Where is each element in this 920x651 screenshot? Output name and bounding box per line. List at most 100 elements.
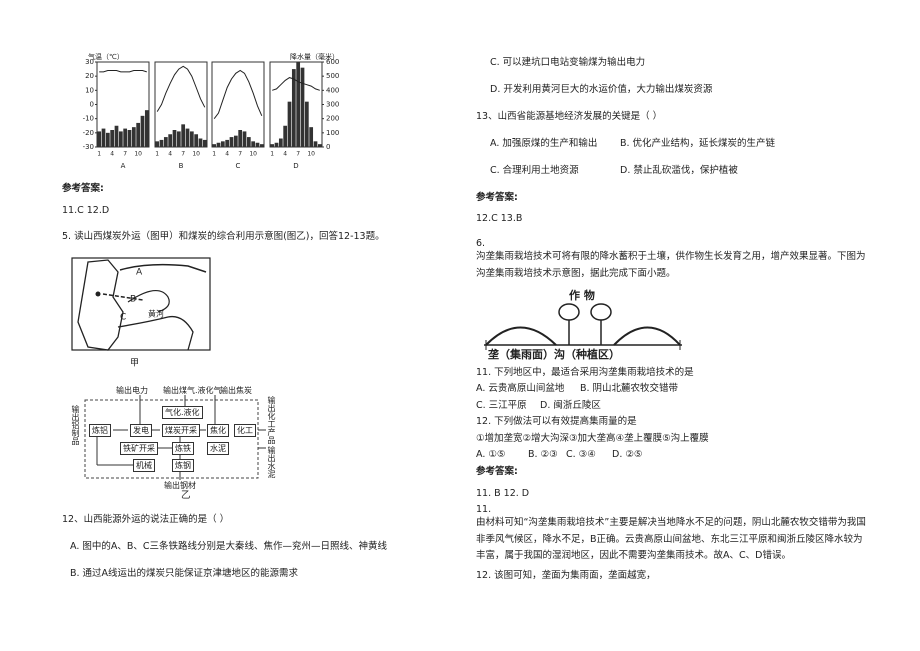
- axis-label: 气温（℃）: [88, 52, 124, 61]
- flow-box: 炼钢: [172, 459, 194, 472]
- city: [95, 291, 101, 297]
- precip-bar: [246, 137, 251, 147]
- answer-heading: 参考答案:: [62, 183, 104, 194]
- map-label: 黄河: [148, 309, 164, 319]
- precip-bar: [202, 139, 207, 147]
- flow-box: 水泥: [207, 442, 229, 455]
- y-tick-label: 0: [90, 101, 94, 109]
- ridge: [613, 326, 681, 346]
- panel-frame: [96, 61, 150, 148]
- x-tick-label: 10: [192, 151, 200, 158]
- precip-bar: [242, 131, 247, 147]
- option: C. 合理利用土地资源: [490, 165, 579, 176]
- flow-output: 输出焦炭: [220, 386, 252, 395]
- rail-a: [119, 263, 207, 273]
- option: B. 通过A线运出的煤炭只能保证京津塘地区的能源需求: [70, 568, 299, 579]
- precip-bar: [296, 62, 301, 147]
- option: A. 云贵高原山间盆地: [476, 383, 565, 394]
- precip-bar: [140, 115, 145, 147]
- plant: [558, 303, 580, 321]
- precip-bar: [229, 137, 234, 147]
- temp-line: [272, 77, 320, 91]
- climate-figure: 气温（℃） 降水量（毫米）3020100-10-20-30600500400300…: [83, 52, 340, 170]
- axis-label: 降水量（毫米）: [290, 52, 339, 61]
- panel-label: D: [293, 162, 298, 170]
- answer-heading: 参考答案:: [476, 466, 518, 477]
- question: 5. 读山西煤炭外运（图甲）和煤炭的综合利用示意图(图乙)，回答12-13题。: [62, 231, 385, 242]
- question: 12、山西能源外运的说法正确的是（ ）: [62, 514, 230, 525]
- precip-bar: [123, 128, 128, 147]
- temp-line: [99, 70, 147, 73]
- map-caption: 甲: [130, 358, 139, 369]
- explanation: 由材料可知“沟垄集雨栽培技术”主要是解决当地降水不足的问题，阴山北麓农牧交错带为…: [476, 517, 866, 561]
- precip-bar: [274, 142, 279, 147]
- y-tick-label: -10: [83, 115, 94, 123]
- x-tick-label: 10: [134, 151, 142, 158]
- question: 13、山西省能源基地经济发展的关键是（ ）: [476, 111, 663, 122]
- map-label: C: [120, 313, 126, 323]
- x-tick-label: 7: [123, 151, 127, 158]
- province-outline: [77, 259, 124, 351]
- precip-bar: [251, 141, 256, 147]
- flow-box: 煤炭开采: [162, 424, 200, 437]
- question-text: 沟垄集雨栽培技术可将有限的降水蓄积于土壤，供作物生长发育之用，增产效果显著。下图…: [476, 251, 866, 279]
- flow-box: 气化.液化: [162, 406, 203, 419]
- map-figure: A B C 黄河 甲: [71, 257, 211, 369]
- x-tick-label: 10: [249, 151, 257, 158]
- flow-caption: 乙: [181, 490, 191, 501]
- precip-bar: [255, 142, 260, 147]
- ridge: [485, 326, 557, 346]
- precip-bar: [300, 67, 305, 147]
- precip-bar: [309, 127, 314, 147]
- panel-label: C: [236, 162, 241, 170]
- x-tick-label: 7: [296, 151, 300, 158]
- precip-bar: [105, 132, 110, 147]
- precip-bar: [172, 130, 177, 147]
- temp-line: [156, 65, 206, 112]
- x-tick-label: 1: [97, 151, 101, 158]
- option: B. ②③: [528, 449, 558, 460]
- y-tick-label: 30: [85, 58, 94, 66]
- y-tick-label: 20: [85, 72, 94, 80]
- precip-bar: [220, 141, 225, 147]
- precip-bar: [225, 139, 230, 147]
- precip-bar: [159, 139, 164, 147]
- precip-bar: [270, 144, 275, 147]
- precip-bar: [194, 134, 199, 147]
- precip-bar: [304, 101, 309, 147]
- precip-bar: [317, 144, 322, 147]
- flow-output: 输出煤气.液化气: [163, 386, 222, 395]
- y2-tick-label: 600: [326, 58, 339, 66]
- precip-bar: [278, 138, 283, 147]
- precip-bar: [155, 141, 160, 147]
- panel-frame: [154, 61, 208, 148]
- x-tick-label: 10: [307, 151, 315, 158]
- x-tick-label: 4: [225, 151, 229, 158]
- option: C. 三江平原: [476, 400, 527, 411]
- x-tick-label: 1: [270, 151, 274, 158]
- precip-bar: [291, 69, 296, 147]
- precip-bar: [110, 130, 115, 147]
- flow-box: 机械: [133, 459, 155, 472]
- flow-box: 化工: [234, 424, 256, 437]
- precip-bar: [168, 134, 173, 147]
- flow-output: 输出电力: [116, 386, 148, 395]
- plant: [590, 303, 612, 321]
- y2-tick-label: 500: [326, 72, 339, 80]
- option: D. 开发利用黄河巨大的水运价值，大力输出煤炭资源: [490, 84, 713, 95]
- precip-bar: [216, 142, 221, 147]
- flow-box: 炼铝: [89, 424, 111, 437]
- option: A. 图中的A、B、C三条铁路线分别是大秦线、焦作—兖州—日照线、神黄线: [70, 541, 388, 552]
- precip-bar: [198, 138, 203, 147]
- answer: 11.C 12.D: [62, 205, 110, 216]
- precip-bar: [176, 131, 181, 147]
- flow-output: 输出钢材: [164, 481, 196, 490]
- explanation: 12. 该图可知，垄面为集雨面，垄面越宽，: [476, 570, 656, 581]
- y2-tick-label: 400: [326, 86, 339, 94]
- panel-label: A: [121, 162, 126, 170]
- option: B. 优化产业结构，延长煤炭的生产链: [620, 138, 776, 149]
- temp-line: [213, 69, 263, 120]
- question: 12. 下列做法可以有效提高集雨量的是: [476, 416, 637, 427]
- panel-frame: [269, 61, 323, 148]
- precip-bar: [163, 137, 168, 147]
